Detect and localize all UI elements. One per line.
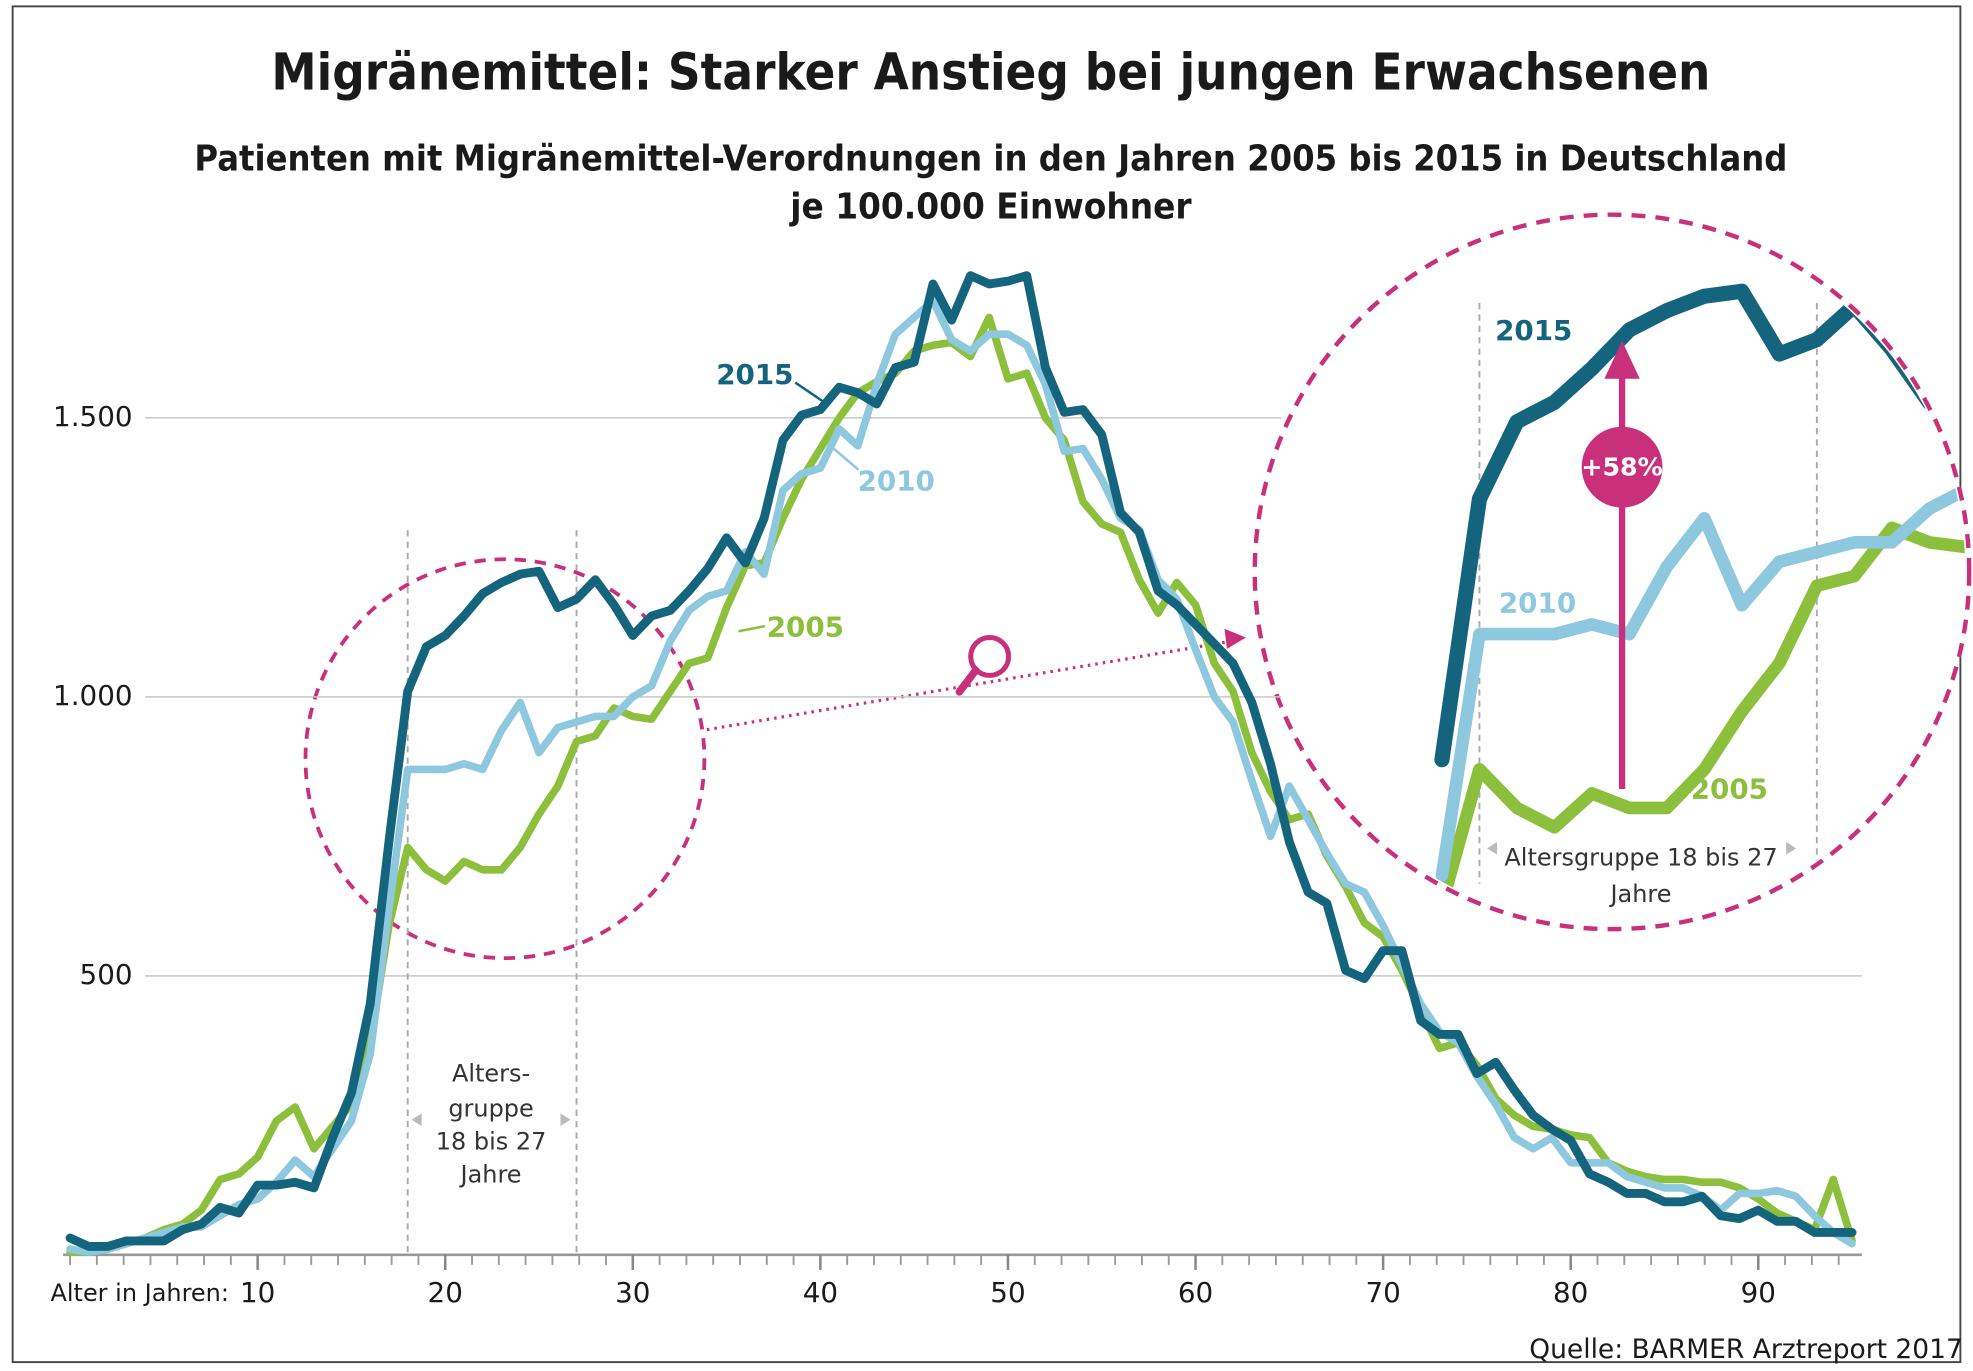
change-badge — [1581, 426, 1663, 508]
x-axis-label: Alter in Jahren: — [50, 1279, 228, 1307]
label-leader — [832, 447, 860, 471]
zoom-circle — [303, 557, 707, 961]
chart-subtitle: Patienten mit Migränemittel-Verordnungen… — [194, 138, 1787, 179]
x-tick-label: 40 — [803, 1276, 838, 1309]
series-label: 2010 — [1499, 587, 1576, 620]
age-group-note: 18 bis 27 — [436, 1127, 547, 1155]
range-arrow — [1786, 842, 1797, 855]
label-leader — [738, 624, 766, 633]
series-label: 2015 — [716, 358, 793, 391]
y-tick-label: 500 — [80, 958, 133, 991]
series-line — [65, 271, 1857, 1251]
x-tick-label: 60 — [1178, 1276, 1213, 1309]
x-tick-label: 20 — [428, 1276, 463, 1309]
inset-note: Jahre — [1608, 880, 1671, 908]
age-group-note: Alters- — [452, 1059, 530, 1087]
x-tick-label: 70 — [1365, 1276, 1400, 1309]
series-label: 2005 — [767, 611, 844, 644]
source: Quelle: BARMER Arztreport 2017 — [1529, 1334, 1963, 1365]
change-arrowhead — [1604, 340, 1640, 379]
series-label: 2005 — [1691, 772, 1768, 805]
series-label: 2010 — [858, 464, 935, 497]
range-arrow — [1487, 842, 1498, 855]
x-tick-label: 80 — [1553, 1276, 1588, 1309]
inset-circle — [1252, 212, 1972, 932]
x-tick-label: 90 — [1741, 1276, 1776, 1309]
age-group-note: gruppe — [448, 1095, 533, 1123]
magnifier-icon — [968, 635, 1012, 678]
range-arrow — [411, 1113, 422, 1127]
series-line — [1435, 482, 1966, 882]
inset-note: Altersgruppe 18 bis 27 — [1504, 843, 1777, 871]
x-tick-label: 10 — [240, 1276, 275, 1309]
series-label: 2015 — [1495, 314, 1572, 347]
range-arrow — [560, 1113, 571, 1127]
frame — [11, 5, 1962, 1364]
change-label: +58% — [1581, 452, 1663, 481]
magnifier-handle — [955, 666, 980, 696]
annotations: +58% Altersgruppe 18 bis 27 Jahre 2015 2… — [411, 314, 1797, 1188]
y-tick-label: 1.000 — [53, 679, 132, 712]
chart-subtitle: je 100.000 Einwohner — [788, 186, 1192, 227]
label-leader — [794, 381, 828, 406]
x-tick-label: 50 — [990, 1276, 1025, 1309]
plot-area: 500 1.000 1.500 10 20 30 40 50 60 70 80 90 — [53, 271, 1862, 1309]
age-group-note: Jahre — [459, 1160, 522, 1188]
connector-arrow — [1224, 628, 1246, 649]
chart-title: Migränemittel: Starker Anstieg bei junge… — [271, 42, 1710, 101]
y-tick-label: 1.500 — [53, 400, 132, 433]
x-tick-label: 30 — [615, 1276, 650, 1309]
series-line — [66, 296, 1856, 1256]
